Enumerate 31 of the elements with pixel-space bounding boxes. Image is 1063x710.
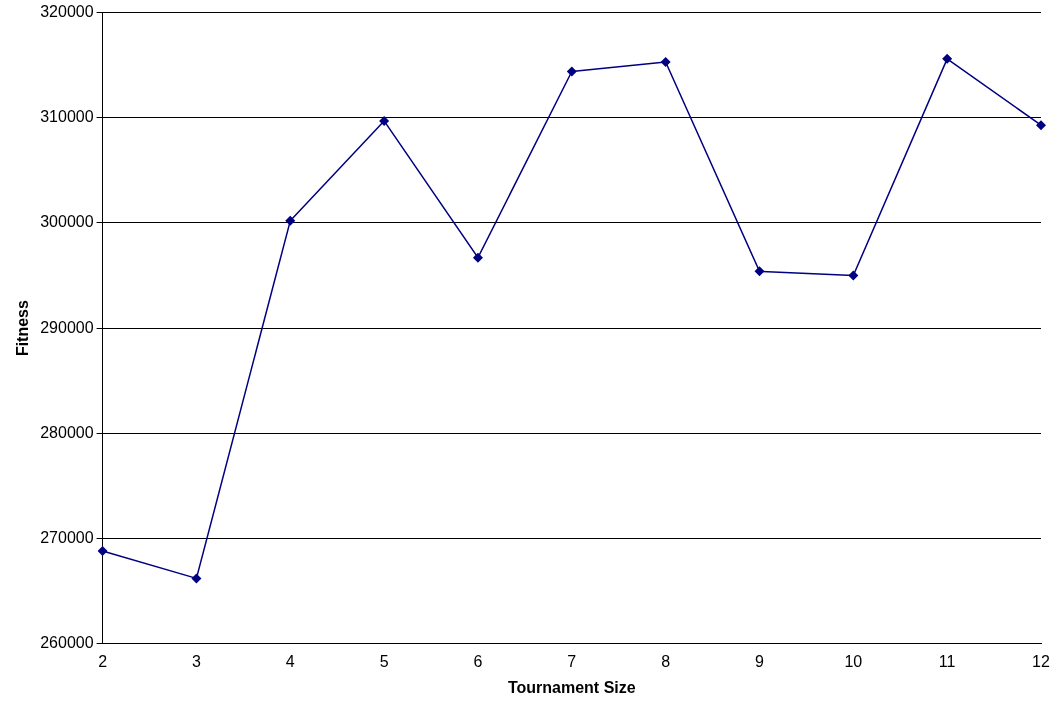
y-axis-title: Fitness <box>14 299 32 357</box>
x-tick-label: 7 <box>567 652 577 670</box>
point <box>191 573 202 584</box>
x-tick-label: 10 <box>844 652 863 670</box>
x-axis-title: Tournament Size <box>507 678 636 696</box>
x-tick-label: 9 <box>755 652 765 670</box>
y-tick-label: 280000 <box>40 423 94 441</box>
y-tick-label: 270000 <box>40 528 94 546</box>
point <box>97 546 108 557</box>
point <box>285 215 296 226</box>
x-tick-label: 2 <box>98 652 108 670</box>
y-tick-label: 320000 <box>40 3 94 21</box>
point <box>942 53 953 64</box>
point <box>379 115 390 126</box>
x-tick-label: 4 <box>285 652 295 670</box>
y-tick-label: 310000 <box>40 108 94 126</box>
y-tick-label: 290000 <box>40 318 94 336</box>
point <box>660 57 671 68</box>
x-tick-label: 6 <box>473 652 483 670</box>
point <box>566 66 577 77</box>
x-tick-label: 12 <box>1032 652 1050 670</box>
y-tick-label: 300000 <box>40 213 94 231</box>
y-tick-label: 260000 <box>40 634 94 652</box>
point <box>472 252 483 263</box>
point <box>754 266 765 277</box>
point <box>848 270 859 281</box>
x-tick-label: 3 <box>191 652 201 670</box>
x-tick-label: 8 <box>661 652 671 670</box>
x-tick-label: 11 <box>938 652 956 670</box>
x-tick-label: 5 <box>379 652 389 670</box>
point <box>1036 120 1046 131</box>
